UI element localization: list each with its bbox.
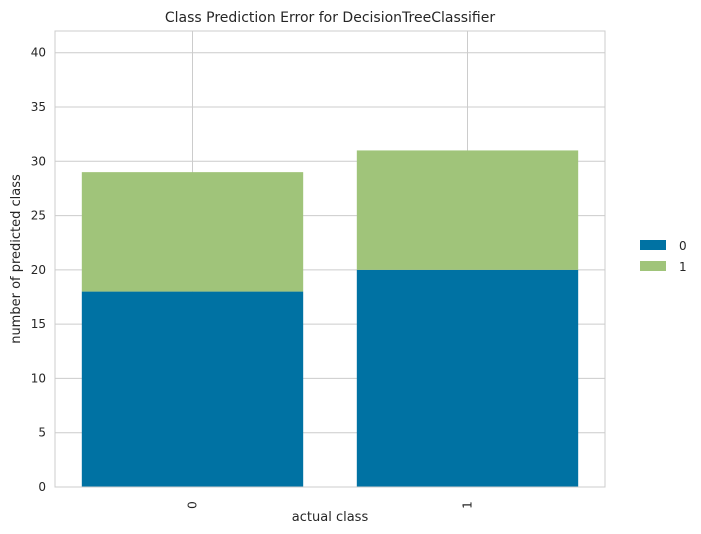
y-tick-label: 10 — [31, 371, 46, 385]
x-tick-label: 1 — [461, 501, 475, 509]
bar-actual-1-predicted-0 — [356, 269, 579, 487]
y-tick-label: 0 — [38, 480, 46, 494]
y-tick-label: 25 — [31, 209, 46, 223]
x-tick-label: 0 — [186, 501, 200, 509]
y-axis-ticks: 0 5 10 15 20 25 30 35 40 — [31, 46, 46, 494]
legend: 01 — [640, 239, 687, 274]
bar-actual-0-predicted-0 — [81, 291, 304, 487]
y-tick-label: 35 — [31, 100, 46, 114]
chart-title: Class Prediction Error for DecisionTreeC… — [165, 10, 495, 26]
x-axis-label: actual class — [292, 510, 369, 525]
bars — [81, 150, 579, 487]
legend-label-1: 1 — [679, 260, 687, 274]
y-tick-label: 20 — [31, 263, 46, 277]
y-tick-label: 15 — [31, 317, 46, 331]
legend-swatch-1 — [640, 261, 666, 271]
bar-actual-0-predicted-1 — [81, 172, 304, 292]
y-axis-label: number of predicted class — [9, 174, 24, 344]
y-tick-label: 5 — [38, 426, 46, 440]
legend-swatch-0 — [640, 240, 666, 250]
bar-actual-1-predicted-1 — [356, 150, 579, 270]
legend-label-0: 0 — [679, 239, 687, 253]
plot-frame — [54, 30, 606, 488]
y-tick-label: 30 — [31, 154, 46, 168]
y-tick-label: 40 — [31, 46, 46, 60]
